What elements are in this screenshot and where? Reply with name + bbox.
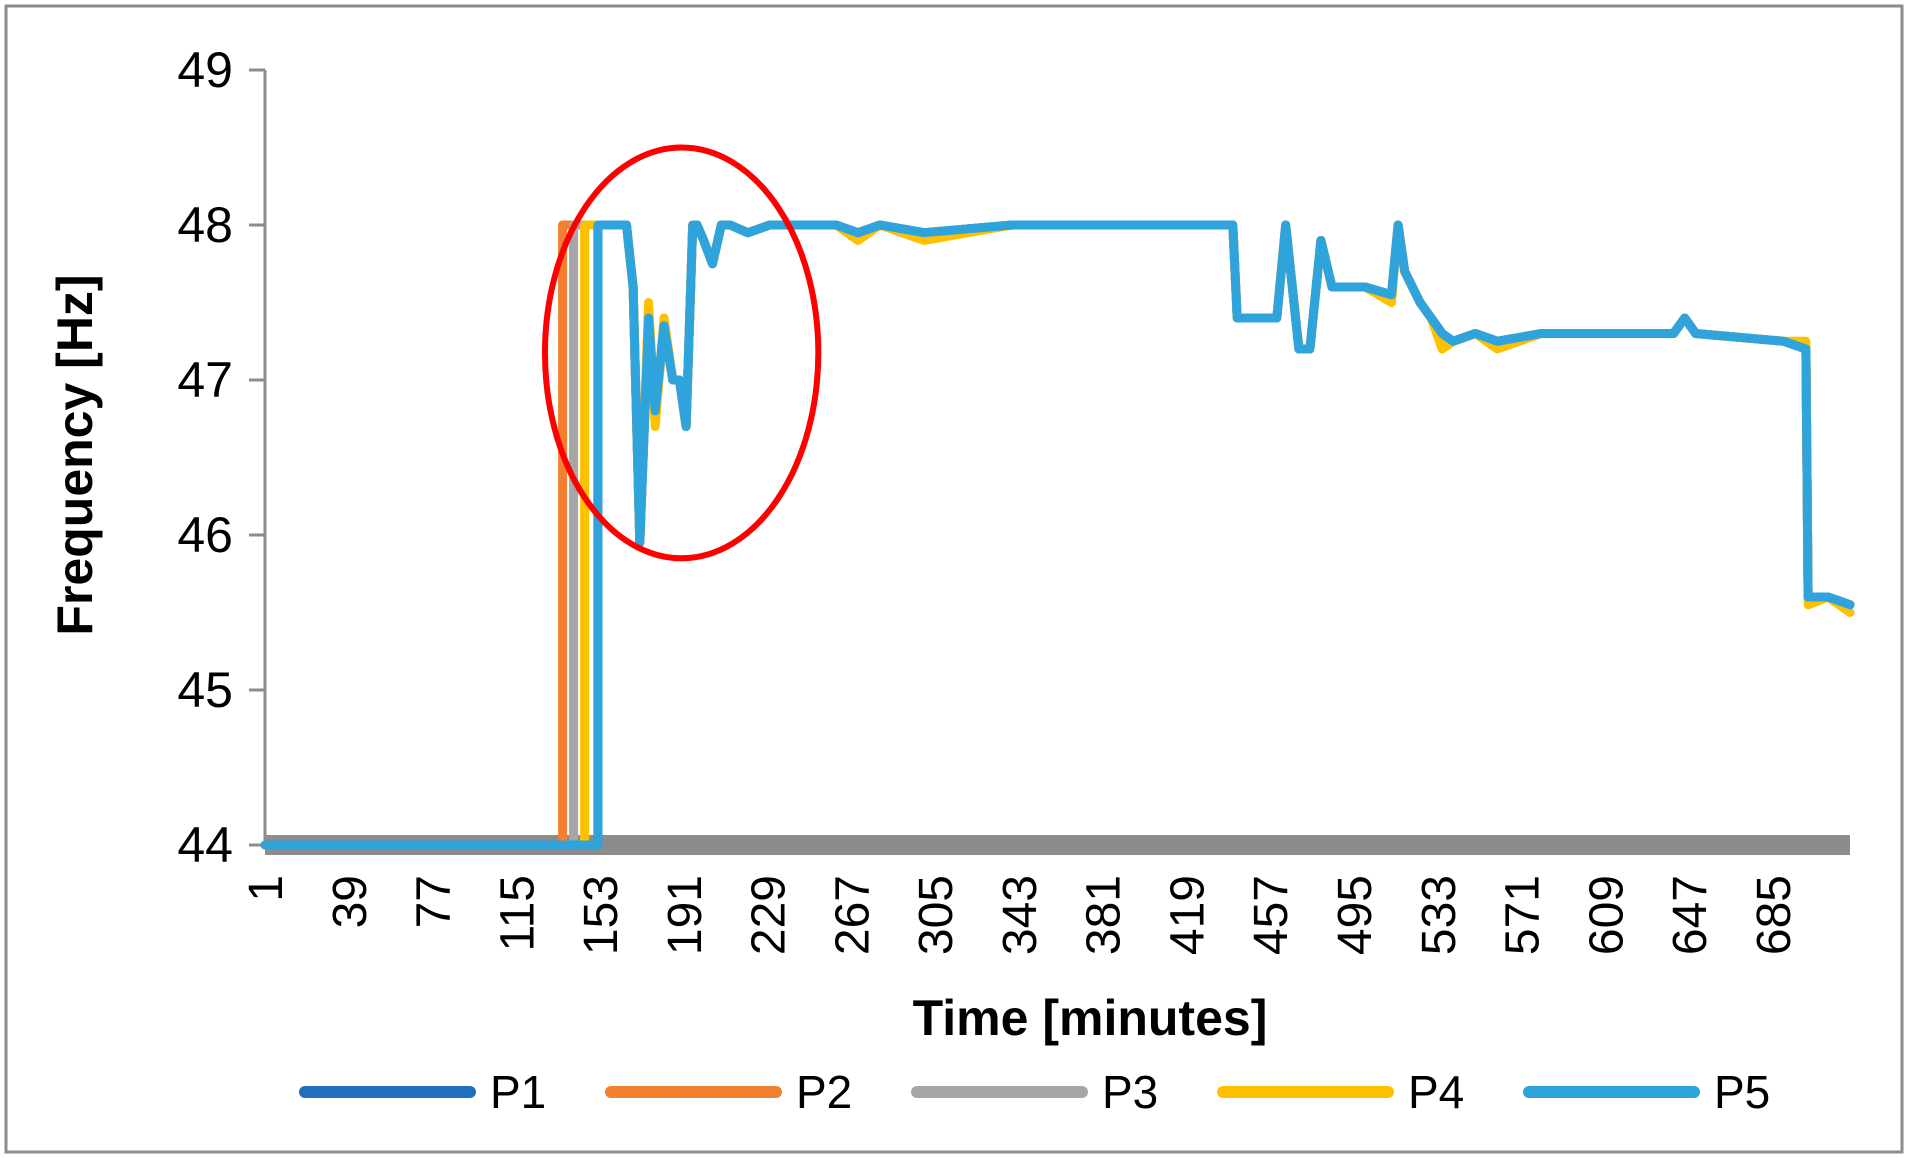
x-tick-label: 1 — [240, 875, 293, 902]
y-tick-label: 49 — [177, 42, 233, 98]
x-tick-label: 571 — [1497, 875, 1550, 955]
y-axis: 44 45 46 47 48 49 — [177, 42, 267, 873]
chart-frame — [4, 4, 1904, 1154]
y-tick-label: 44 — [177, 817, 233, 873]
annotations — [541, 144, 822, 562]
x-tick-label: 191 — [659, 875, 712, 955]
legend-label-p1: P1 — [490, 1066, 546, 1118]
x-tick-label: 153 — [575, 875, 628, 955]
x-tick-label: 457 — [1245, 875, 1298, 955]
x-tick-label: 647 — [1664, 875, 1717, 955]
y-tick-label: 46 — [177, 507, 233, 563]
x-tick-label: 609 — [1580, 875, 1633, 955]
x-tick-label: 267 — [826, 875, 879, 955]
x-tick-label: 685 — [1748, 875, 1801, 955]
x-tick-label: 305 — [910, 875, 963, 955]
series-lines — [260, 220, 1855, 850]
x-tick-label: 381 — [1078, 875, 1131, 955]
x-axis-title: Time [minutes] — [913, 990, 1268, 1046]
y-tick-label: 45 — [177, 662, 233, 718]
highlight-ellipse — [541, 144, 822, 562]
legend: P1 P2 P3 P4 P5 — [299, 1066, 1770, 1118]
legend-label-p2: P2 — [796, 1066, 852, 1118]
x-tick-label: 495 — [1329, 875, 1382, 955]
x-tick-label: 533 — [1413, 875, 1466, 955]
legend-label-p3: P3 — [1102, 1066, 1158, 1118]
y-tick-label: 48 — [177, 197, 233, 253]
series-line-p5 — [260, 220, 1855, 850]
legend-label-p5: P5 — [1714, 1066, 1770, 1118]
x-tick-label: 39 — [324, 875, 377, 928]
x-tick-label: 343 — [994, 875, 1047, 955]
y-tick-label: 47 — [177, 352, 233, 408]
x-tick-label: 229 — [743, 875, 796, 955]
legend-label-p4: P4 — [1408, 1066, 1464, 1118]
x-tick-label: 419 — [1161, 875, 1214, 955]
x-tick-label: 115 — [491, 875, 544, 952]
x-tick-label: 77 — [408, 875, 461, 928]
y-axis-title: Frequency [Hz] — [47, 274, 103, 635]
